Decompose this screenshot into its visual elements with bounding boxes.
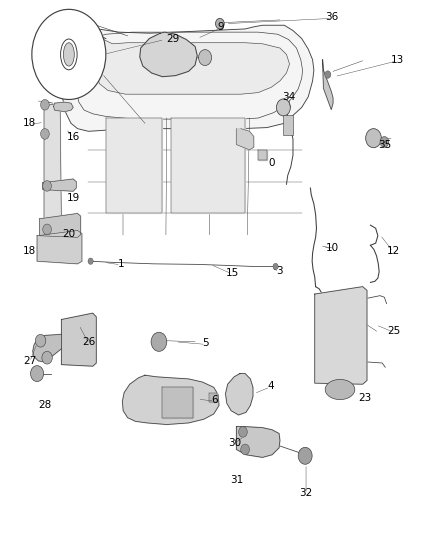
Polygon shape (226, 374, 253, 415)
Text: 30: 30 (228, 438, 241, 448)
Text: 26: 26 (82, 337, 95, 347)
Polygon shape (162, 387, 193, 418)
Text: 28: 28 (38, 400, 52, 410)
Polygon shape (44, 104, 61, 237)
Circle shape (151, 332, 167, 351)
Circle shape (43, 224, 51, 235)
Polygon shape (171, 118, 245, 214)
Text: 5: 5 (203, 338, 209, 349)
Ellipse shape (64, 43, 74, 66)
Text: 13: 13 (391, 55, 404, 64)
Circle shape (32, 10, 106, 100)
Circle shape (276, 99, 290, 116)
Circle shape (35, 334, 46, 347)
Polygon shape (258, 150, 267, 160)
Polygon shape (237, 426, 280, 457)
Circle shape (41, 100, 49, 110)
Text: 18: 18 (23, 246, 36, 256)
Ellipse shape (325, 379, 355, 400)
Text: 23: 23 (358, 393, 371, 403)
Text: 36: 36 (325, 12, 339, 22)
Text: 1: 1 (118, 259, 124, 269)
Polygon shape (43, 179, 76, 191)
Polygon shape (96, 38, 290, 94)
Polygon shape (140, 32, 197, 77)
Circle shape (241, 444, 250, 455)
Text: 16: 16 (67, 132, 80, 142)
Text: 20: 20 (62, 229, 75, 239)
Polygon shape (33, 334, 61, 362)
Text: 18: 18 (23, 118, 36, 128)
Text: 9: 9 (218, 22, 225, 32)
Text: 15: 15 (226, 268, 239, 278)
Circle shape (273, 263, 278, 270)
Polygon shape (53, 102, 73, 112)
Circle shape (198, 50, 212, 66)
Text: 25: 25 (387, 326, 401, 336)
Text: 32: 32 (300, 488, 313, 498)
Text: 19: 19 (67, 192, 80, 203)
Circle shape (88, 258, 93, 264)
Text: 4: 4 (267, 381, 274, 391)
Polygon shape (40, 214, 81, 237)
Text: 10: 10 (325, 243, 339, 253)
Circle shape (239, 426, 247, 437)
Text: 27: 27 (23, 356, 36, 366)
Circle shape (42, 351, 52, 364)
Text: 0: 0 (268, 158, 275, 168)
Text: 29: 29 (167, 34, 180, 44)
Text: 6: 6 (212, 395, 218, 405)
Polygon shape (61, 313, 96, 366)
Polygon shape (209, 393, 217, 402)
Polygon shape (315, 287, 367, 384)
Circle shape (43, 181, 51, 191)
Polygon shape (61, 25, 314, 131)
Text: 35: 35 (378, 140, 391, 150)
Polygon shape (106, 118, 162, 214)
Polygon shape (322, 60, 333, 110)
Polygon shape (237, 128, 254, 150)
Ellipse shape (60, 39, 77, 70)
Polygon shape (37, 230, 82, 264)
Circle shape (298, 447, 312, 464)
Bar (283, 115, 293, 135)
Text: 12: 12 (386, 246, 400, 256)
Text: 34: 34 (282, 92, 295, 102)
Circle shape (31, 366, 44, 382)
Circle shape (380, 136, 389, 147)
Circle shape (325, 71, 331, 78)
Text: 31: 31 (230, 475, 243, 484)
Circle shape (366, 128, 381, 148)
Circle shape (41, 128, 49, 139)
Polygon shape (122, 375, 219, 424)
Circle shape (215, 18, 224, 29)
Text: 3: 3 (276, 266, 283, 276)
